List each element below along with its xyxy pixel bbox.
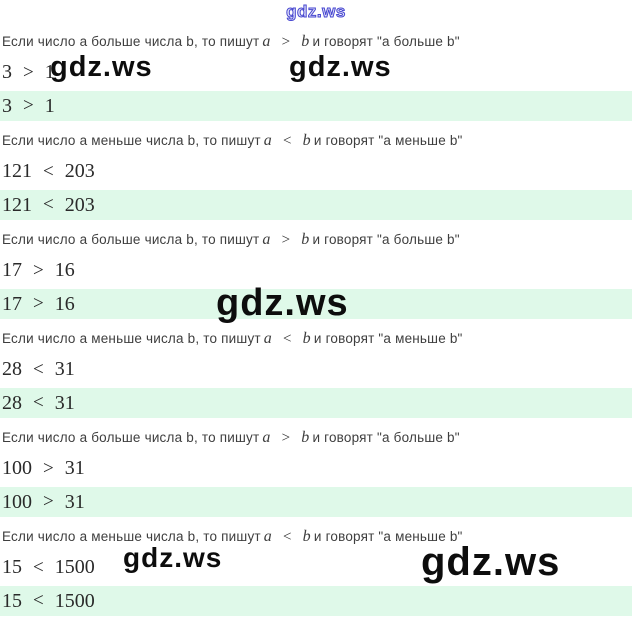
example-equation: 17 >16	[2, 257, 632, 283]
left-number: 121	[2, 193, 32, 216]
left-number: 17	[2, 292, 22, 315]
right-number: 203	[64, 160, 95, 182]
example-equation: 121 <203	[2, 158, 632, 184]
left-number: 28	[2, 391, 22, 414]
operator: >	[33, 293, 44, 314]
operator: <	[43, 194, 54, 215]
rule-text: Если число a больше числа b, то пишут a > b…	[0, 226, 632, 249]
math-operator: <	[283, 133, 292, 149]
right-number: 31	[64, 457, 85, 479]
answer-equation-highlighted: 3 >1	[0, 91, 632, 121]
operator: <	[33, 557, 44, 578]
math-var-b: b	[301, 231, 310, 248]
operator: >	[23, 95, 34, 116]
math-operator: >	[281, 34, 291, 50]
right-number: 16	[54, 259, 75, 281]
rule-prefix: Если число a меньше числа b, то пишут	[2, 331, 261, 346]
math-operator: <	[283, 331, 292, 347]
rule-suffix: и говорят "a больше b"	[312, 34, 460, 49]
comparison-block-6: Если число a меньше числа b, то пишут a < b…	[0, 523, 632, 622]
comparison-block-3: Если число a больше числа b, то пишут a > b…	[0, 226, 632, 325]
math-var-a: a	[262, 429, 271, 446]
operator: <	[33, 359, 44, 380]
left-number: 15	[2, 556, 22, 578]
comparison-block-1: Если число a больше числа b, то пишут a > b…	[0, 28, 632, 127]
math-var-b: b	[302, 132, 311, 149]
answer-equation-highlighted: 15 <1500	[0, 586, 632, 616]
rule-text: Если число a больше числа b, то пишут a > b…	[0, 424, 632, 447]
operator: >	[43, 458, 54, 479]
left-number: 3	[2, 94, 12, 117]
rule-suffix: и говорят "a меньше b"	[313, 133, 463, 148]
answer-equation-highlighted: 100 >31	[0, 487, 632, 517]
answer-equation-highlighted: 17 >16	[0, 289, 632, 319]
right-number: 1	[44, 61, 55, 83]
math-var-b: b	[302, 330, 311, 347]
left-number: 17	[2, 259, 22, 281]
math-var-b: b	[301, 429, 310, 446]
rule-prefix: Если число a больше числа b, то пишут	[2, 430, 260, 445]
right-number: 1	[44, 94, 55, 117]
rule-prefix: Если число a больше числа b, то пишут	[2, 34, 260, 49]
left-number: 100	[2, 490, 32, 513]
rule-suffix: и говорят "a меньше b"	[313, 331, 463, 346]
math-operator: <	[283, 529, 292, 545]
math-var-a: a	[262, 33, 271, 50]
rule-text: Если число a больше числа b, то пишут a > b…	[0, 28, 632, 51]
math-var-a: a	[263, 132, 272, 149]
operator: <	[33, 590, 44, 611]
right-number: 203	[64, 193, 95, 216]
rule-suffix: и говорят "a больше b"	[312, 430, 460, 445]
rule-text: Если число a меньше числа b, то пишут a < b…	[0, 325, 632, 348]
example-equation: 100 >31	[2, 455, 632, 481]
left-number: 3	[2, 61, 12, 83]
math-operator: >	[281, 232, 291, 248]
rule-prefix: Если число a меньше числа b, то пишут	[2, 133, 261, 148]
comparison-block-5: Если число a больше числа b, то пишут a > b…	[0, 424, 632, 523]
left-number: 15	[2, 589, 22, 612]
rule-prefix: Если число a меньше числа b, то пишут	[2, 529, 261, 544]
answer-equation-highlighted: 121 <203	[0, 190, 632, 220]
comparison-block-4: Если число a меньше числа b, то пишут a < b…	[0, 325, 632, 424]
left-number: 100	[2, 457, 32, 479]
right-number: 31	[54, 391, 75, 414]
operator: >	[23, 62, 34, 83]
example-equation: 28 <31	[2, 356, 632, 382]
example-equation: 15 <1500	[2, 554, 632, 580]
left-number: 28	[2, 358, 22, 380]
right-number: 16	[54, 292, 75, 315]
left-number: 121	[2, 160, 32, 182]
operator: <	[43, 161, 54, 182]
operator: >	[43, 491, 54, 512]
right-number: 31	[54, 358, 75, 380]
operator: <	[33, 392, 44, 413]
math-var-b: b	[301, 33, 310, 50]
rule-suffix: и говорят "a больше b"	[312, 232, 460, 247]
top-spacer	[0, 0, 632, 28]
rule-prefix: Если число a больше числа b, то пишут	[2, 232, 260, 247]
math-var-a: a	[263, 528, 272, 545]
rule-suffix: и говорят "a меньше b"	[313, 529, 463, 544]
example-equation: 3 >1	[2, 59, 632, 85]
rule-text: Если число a меньше числа b, то пишут a < b…	[0, 127, 632, 150]
operator: >	[33, 260, 44, 281]
math-var-b: b	[302, 528, 311, 545]
right-number: 31	[64, 490, 85, 513]
math-var-a: a	[262, 231, 271, 248]
comparison-block-2: Если число a меньше числа b, то пишут a < b…	[0, 127, 632, 226]
math-operator: >	[281, 430, 291, 446]
math-var-a: a	[263, 330, 272, 347]
right-number: 1500	[54, 589, 95, 612]
rule-text: Если число a меньше числа b, то пишут a < b…	[0, 523, 632, 546]
right-number: 1500	[54, 556, 95, 578]
answer-equation-highlighted: 28 <31	[0, 388, 632, 418]
